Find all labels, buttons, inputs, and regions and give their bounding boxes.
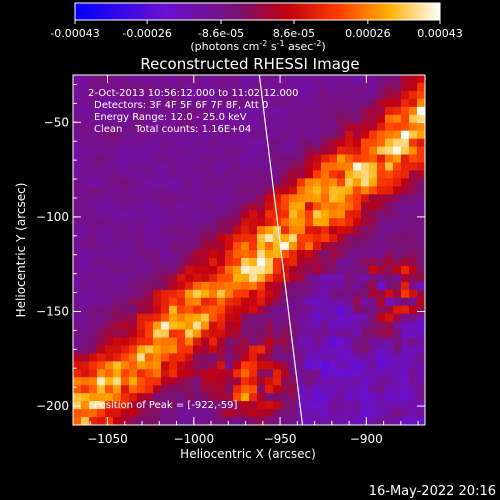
- x-tick-label: −950: [264, 432, 297, 446]
- heatmap-image: [73, 75, 425, 425]
- colorbar-tick-label: -0.00043: [50, 27, 99, 40]
- y-tick-label: −200: [36, 399, 69, 413]
- chart-title: Reconstructed RHESSI Image: [140, 55, 359, 73]
- y-axis: −50 −100 −150 −200: [36, 83, 425, 413]
- colorbar-label: (photons cm-2 s-1 asec-2): [190, 39, 325, 53]
- colorbar-tick-label: 0.00026: [345, 27, 391, 40]
- x-axis-label: Heliocentric X (arcsec): [180, 447, 316, 461]
- colorbar-tick-label: 0.00043: [417, 27, 463, 40]
- x-tick-label: −1000: [173, 432, 214, 446]
- annotation-detectors: Detectors: 3F 4F 5F 6F 7F 8F, Att 0: [94, 100, 268, 111]
- annotation-energy: Energy Range: 12.0 - 25.0 keV: [94, 112, 247, 123]
- colorbar-ticks: -0.00043 -0.00026 -8.6e-05 8.6e-05 0.00026 0.…: [50, 20, 463, 40]
- limb-line: [258, 75, 304, 425]
- colorbar-tick-label: -8.6e-05: [198, 27, 244, 40]
- y-tick-label: −150: [36, 304, 69, 318]
- plot-frame: [72, 74, 426, 426]
- annotation-block: 2-Oct-2013 10:56:12.000 to 11:02:12.000 …: [88, 88, 299, 135]
- y-tick-label: −100: [36, 210, 69, 224]
- annotation-time: 2-Oct-2013 10:56:12.000 to 11:02:12.000: [88, 88, 299, 99]
- x-axis: −1050 −1000 −950 −900: [87, 75, 419, 446]
- y-tick-label: −50: [44, 115, 69, 129]
- footer-date: 16-May-2022 20:16: [369, 484, 496, 499]
- colorbar: [74, 2, 441, 21]
- x-tick-label: −900: [350, 432, 383, 446]
- colorbar-tick-label: -0.00026: [122, 27, 171, 40]
- annotation-clean: Clean Total counts: 1.16E+04: [94, 124, 251, 135]
- y-axis-label: Heliocentric Y (arcsec): [14, 183, 28, 318]
- colorbar-tick-label: 8.6e-05: [273, 27, 315, 40]
- x-tick-label: −1050: [87, 432, 128, 446]
- peak-position: Position of Peak = [-922,-59]: [94, 400, 238, 411]
